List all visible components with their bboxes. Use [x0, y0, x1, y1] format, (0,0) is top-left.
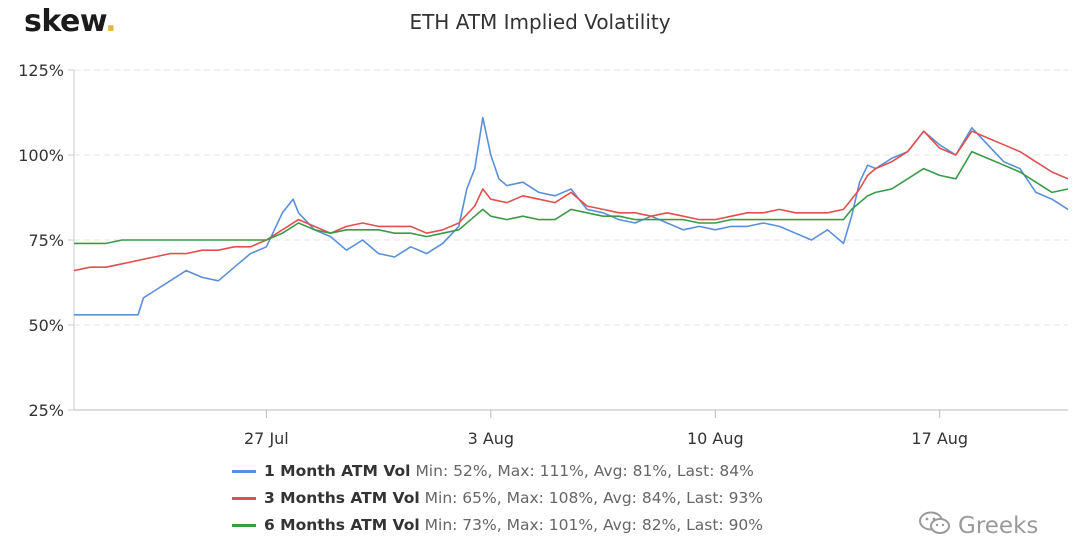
legend-swatch-1-month: [232, 470, 256, 473]
legend-name: 3 Months ATM Vol: [264, 489, 420, 507]
legend-item-6-months[interactable]: 6 Months ATM Vol Min: 73%, Max: 101%, Av…: [232, 512, 763, 539]
skew-logo: skew.: [24, 4, 117, 39]
axes: 125% 100% 75% 50% 25% 27 Jul 3 Aug 10 Aug 17 Aug: [18, 61, 1068, 448]
wechat-icon: [918, 510, 952, 542]
legend-name: 1 Month ATM Vol: [264, 462, 411, 480]
series-line-6-months: [74, 150, 1069, 245]
legend-name: 6 Months ATM Vol: [264, 516, 420, 534]
y-tick-label: 125%: [18, 61, 64, 80]
series-lines: [73, 116, 1069, 316]
legend-item-1-month[interactable]: 1 Month ATM Vol Min: 52%, Max: 111%, Avg…: [232, 458, 763, 485]
logo-text: skew: [24, 4, 106, 39]
watermark: Greeks: [918, 510, 1038, 542]
chart-title: ETH ATM Implied Volatility: [409, 10, 671, 34]
legend-item-3-months[interactable]: 3 Months ATM Vol Min: 65%, Max: 108%, Av…: [232, 485, 763, 512]
grid-lines: [74, 69, 1068, 326]
y-tick-label: 50%: [28, 316, 64, 335]
legend-stats: Min: 52%, Max: 111%, Avg: 81%, Last: 84%: [415, 462, 754, 480]
x-tick-label: 17 Aug: [911, 429, 968, 448]
legend-stats: Min: 65%, Max: 108%, Avg: 84%, Last: 93%: [424, 489, 764, 507]
y-tick-label: 100%: [18, 146, 64, 165]
chart-legend: 1 Month ATM Vol Min: 52%, Max: 111%, Avg…: [232, 458, 763, 539]
y-tick-label: 75%: [28, 231, 64, 250]
legend-swatch-3-months: [232, 497, 256, 500]
legend-swatch-6-months: [232, 524, 256, 527]
series-line-3-months: [73, 130, 1069, 272]
logo-dot: .: [105, 4, 117, 39]
x-tick-label: 27 Jul: [244, 429, 289, 448]
x-tick-label: 3 Aug: [468, 429, 515, 448]
series-line-1-month: [74, 116, 1069, 316]
x-tick-label: 10 Aug: [687, 429, 744, 448]
watermark-text: Greeks: [958, 513, 1039, 539]
legend-stats: Min: 73%, Max: 101%, Avg: 82%, Last: 90%: [424, 516, 764, 534]
y-tick-label: 25%: [28, 401, 64, 420]
